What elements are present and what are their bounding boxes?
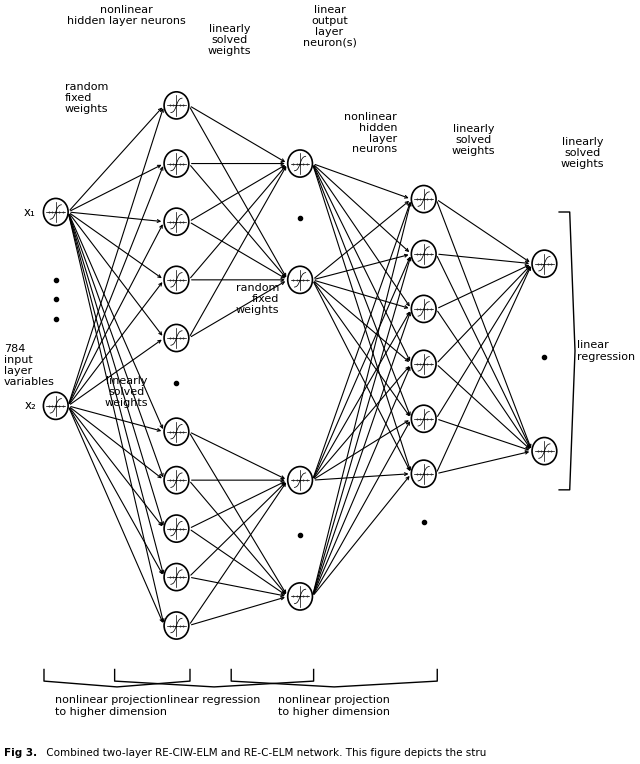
- Text: weights: weights: [561, 160, 604, 170]
- Text: weights: weights: [236, 305, 280, 315]
- Text: layer: layer: [316, 27, 344, 37]
- Text: nonlinear: nonlinear: [344, 112, 397, 121]
- Text: to higher dimension: to higher dimension: [55, 707, 167, 717]
- Circle shape: [164, 325, 189, 351]
- Text: x₁: x₁: [24, 206, 36, 219]
- Text: linear regression: linear regression: [168, 695, 261, 705]
- Circle shape: [164, 150, 189, 177]
- Circle shape: [412, 241, 436, 267]
- Text: neuron(s): neuron(s): [303, 38, 356, 48]
- Text: hidden layer neurons: hidden layer neurons: [67, 16, 186, 26]
- Circle shape: [288, 583, 312, 610]
- Text: variables: variables: [4, 377, 55, 387]
- Circle shape: [164, 564, 189, 591]
- Circle shape: [532, 438, 557, 465]
- Text: linearly: linearly: [453, 125, 495, 134]
- Text: layer: layer: [4, 366, 32, 376]
- Circle shape: [164, 612, 189, 639]
- Text: 784: 784: [4, 344, 26, 354]
- Text: nonlinear: nonlinear: [100, 5, 153, 15]
- Text: random: random: [236, 283, 280, 293]
- Text: to higher dimension: to higher dimension: [278, 707, 390, 717]
- Text: Combined two-layer RE-CIW-ELM and RE-C-ELM network. This figure depicts the stru: Combined two-layer RE-CIW-ELM and RE-C-E…: [43, 748, 486, 759]
- Text: layer: layer: [369, 134, 397, 144]
- Circle shape: [44, 392, 68, 419]
- Text: solved: solved: [108, 387, 145, 397]
- Circle shape: [412, 296, 436, 322]
- Circle shape: [164, 418, 189, 445]
- Text: x₂: x₂: [24, 400, 36, 413]
- Circle shape: [164, 467, 189, 494]
- Circle shape: [288, 150, 312, 177]
- Circle shape: [412, 186, 436, 212]
- Text: linearly: linearly: [562, 138, 604, 147]
- Text: solved: solved: [564, 148, 601, 158]
- Text: nonlinear projection: nonlinear projection: [55, 695, 167, 705]
- Text: linearly: linearly: [209, 24, 250, 34]
- Circle shape: [412, 460, 436, 487]
- Text: fixed: fixed: [252, 293, 280, 304]
- Text: linear: linear: [314, 5, 346, 15]
- Circle shape: [164, 267, 189, 293]
- Circle shape: [288, 467, 312, 494]
- Text: hidden: hidden: [358, 122, 397, 132]
- Text: weights: weights: [208, 47, 251, 57]
- Circle shape: [532, 250, 557, 277]
- Text: Fig 3.: Fig 3.: [4, 748, 37, 759]
- Text: solved: solved: [211, 35, 248, 45]
- Circle shape: [44, 199, 68, 225]
- Text: output: output: [311, 16, 348, 26]
- Circle shape: [412, 350, 436, 377]
- Text: weights: weights: [105, 399, 148, 409]
- Circle shape: [164, 92, 189, 119]
- Text: solved: solved: [456, 135, 492, 145]
- Text: fixed: fixed: [65, 93, 92, 103]
- Circle shape: [288, 267, 312, 293]
- Text: linear
regression: linear regression: [577, 340, 635, 361]
- Text: weights: weights: [452, 147, 495, 157]
- Text: nonlinear projection: nonlinear projection: [278, 695, 390, 705]
- Text: input: input: [4, 355, 33, 365]
- Text: linearly: linearly: [106, 377, 147, 387]
- Text: random: random: [65, 83, 108, 92]
- Text: neurons: neurons: [352, 144, 397, 154]
- Text: weights: weights: [65, 105, 108, 115]
- Circle shape: [412, 405, 436, 432]
- Circle shape: [164, 515, 189, 542]
- Circle shape: [164, 208, 189, 235]
